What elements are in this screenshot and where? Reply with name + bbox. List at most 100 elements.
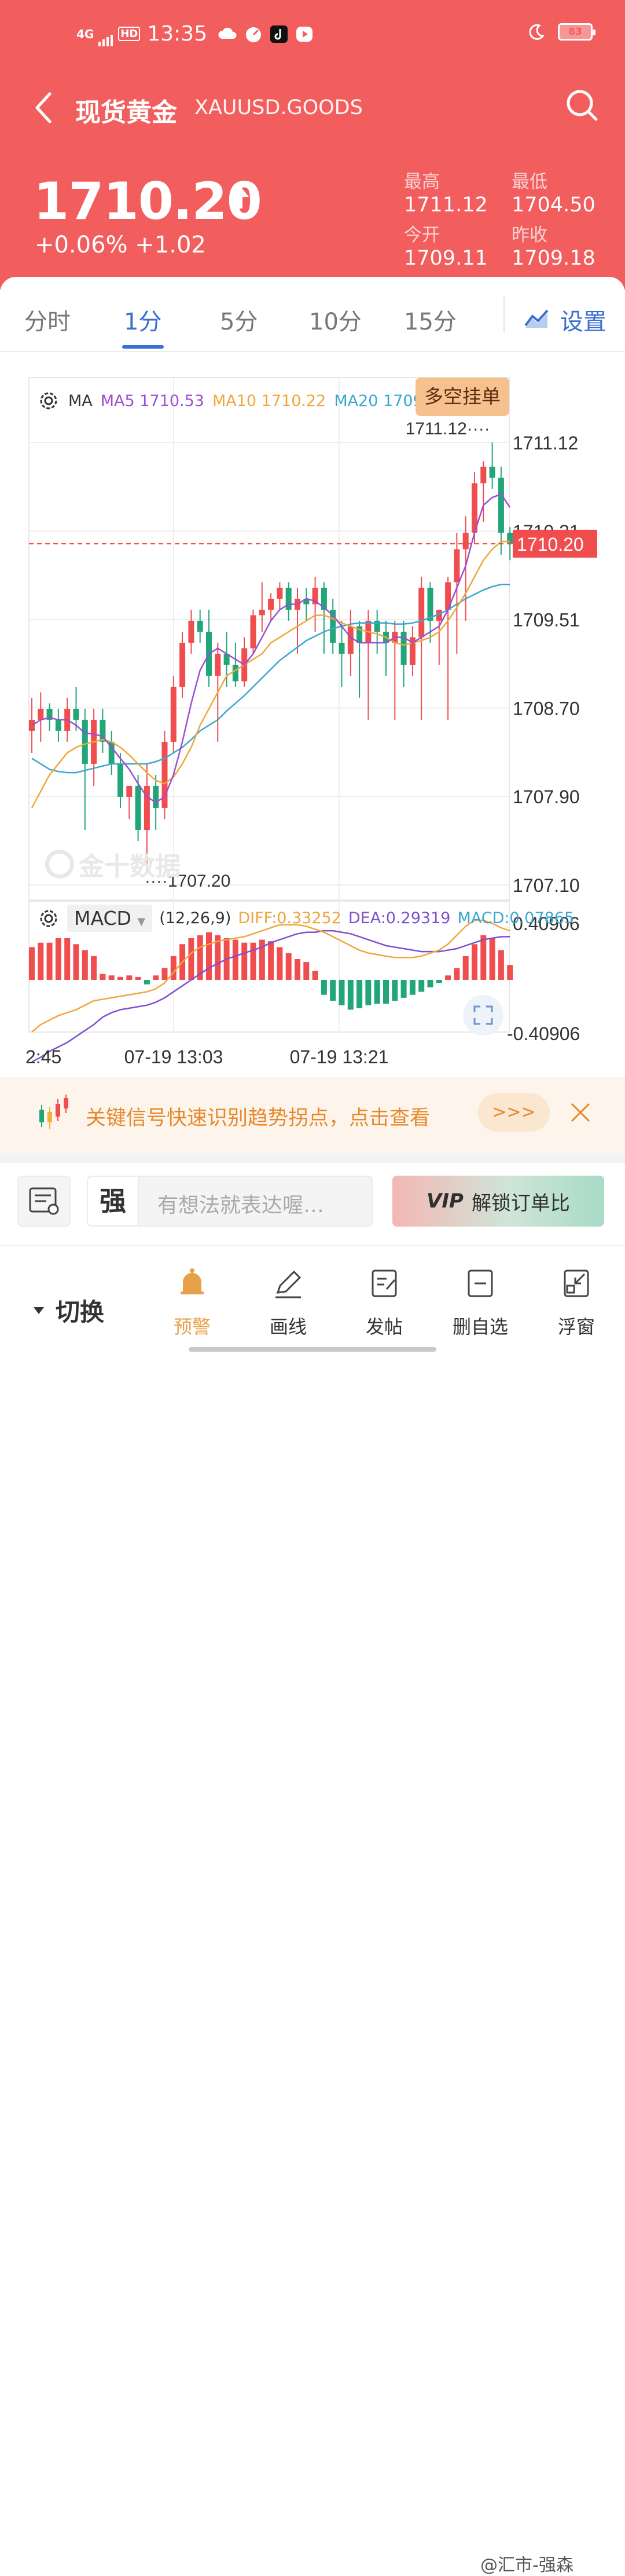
macd-bar bbox=[295, 959, 300, 980]
avatar: 强 bbox=[88, 1177, 139, 1225]
watermark-text: 金十数据 bbox=[79, 852, 181, 881]
candle-body bbox=[135, 785, 141, 830]
search-icon[interactable] bbox=[564, 87, 601, 124]
macd-diff: DIFF:0.33252 bbox=[238, 909, 341, 927]
macd-bar bbox=[303, 962, 310, 980]
y-tick-label: 1711.12 bbox=[513, 433, 578, 453]
draw-line-label: 画线 bbox=[269, 1316, 307, 1338]
tab-1min[interactable]: 1分 bbox=[124, 309, 162, 335]
candle-body bbox=[188, 620, 194, 643]
macd-bar bbox=[259, 939, 265, 980]
tab-divider bbox=[503, 295, 505, 332]
comment-placeholder: 有想法就表达喔… bbox=[157, 1194, 325, 1217]
network-indicator: 4G bbox=[76, 27, 94, 41]
candle-body bbox=[100, 719, 106, 742]
macd-bar bbox=[29, 947, 35, 980]
float-window-button[interactable]: 浮窗 bbox=[542, 1266, 611, 1339]
tab-10min[interactable]: 10分 bbox=[309, 309, 362, 335]
vip-unlock-label: 解锁订单比 bbox=[471, 1191, 570, 1215]
current-price: 1710.20 bbox=[34, 171, 262, 231]
remove-watchlist-label: 删自选 bbox=[452, 1316, 508, 1338]
chart-trend-icon bbox=[524, 309, 549, 328]
macd-bar bbox=[498, 950, 504, 980]
macd-bar bbox=[445, 975, 451, 980]
macd-bar bbox=[507, 965, 513, 980]
candle-body bbox=[347, 626, 354, 654]
close-icon[interactable] bbox=[567, 1099, 594, 1126]
macd-value: MACD:0.07865 bbox=[457, 909, 575, 927]
switch-button[interactable]: 切换 bbox=[34, 1293, 104, 1328]
macd-gear-icon[interactable] bbox=[37, 907, 60, 930]
vip-unlock-button[interactable]: VIP 解锁订单比 bbox=[392, 1176, 604, 1227]
signal-more-button[interactable]: >>> bbox=[478, 1093, 550, 1132]
comment-input[interactable]: 强 有想法就表达喔… bbox=[87, 1176, 373, 1227]
tab-timeshare[interactable]: 分时 bbox=[24, 309, 71, 335]
current-price-tag bbox=[513, 529, 597, 558]
macd-bar bbox=[489, 938, 495, 980]
macd-bar bbox=[400, 980, 407, 998]
candle-body bbox=[161, 741, 168, 808]
fullscreen-button[interactable] bbox=[463, 995, 503, 1035]
candle-body bbox=[277, 587, 283, 599]
notes-button[interactable] bbox=[17, 1176, 71, 1227]
x-tick-label: 07-19 13:03 bbox=[124, 1046, 223, 1066]
candle-body bbox=[436, 609, 442, 621]
post-label: 发帖 bbox=[365, 1316, 403, 1338]
moon-icon bbox=[529, 24, 545, 40]
macd-bar bbox=[392, 980, 398, 1001]
candle-body bbox=[321, 587, 327, 610]
section-gap bbox=[0, 1154, 625, 1163]
tiktok-icon bbox=[270, 25, 288, 43]
back-icon[interactable] bbox=[30, 90, 59, 125]
symbol-code: XAUUSD.GOODS bbox=[194, 96, 363, 119]
macd-bar bbox=[418, 980, 425, 992]
candle-body bbox=[285, 587, 292, 610]
kline-chart[interactable]: 1711.121710.311709.511708.701707.901707.… bbox=[0, 371, 625, 1066]
expand-icon bbox=[473, 1005, 493, 1025]
price-pane-frame bbox=[28, 377, 510, 902]
candle-body bbox=[356, 626, 363, 643]
home-indicator[interactable] bbox=[189, 1347, 436, 1352]
battery-indicator: 83 bbox=[558, 23, 595, 41]
macd-diff-line bbox=[31, 919, 510, 1033]
candle-body bbox=[507, 532, 513, 544]
candle-body bbox=[259, 609, 265, 616]
macd-bar bbox=[347, 980, 354, 1010]
macd-bar bbox=[64, 938, 71, 980]
candle-body bbox=[38, 708, 44, 720]
y-tick-label: 1708.70 bbox=[513, 698, 580, 719]
macd-bar bbox=[144, 980, 150, 985]
candle-body bbox=[374, 620, 380, 632]
tab-5min[interactable]: 5分 bbox=[220, 309, 258, 335]
post-button[interactable]: 发帖 bbox=[350, 1266, 419, 1339]
macd-bar bbox=[170, 956, 177, 980]
remove-watchlist-button[interactable]: 删自选 bbox=[446, 1266, 515, 1339]
macd-bar bbox=[339, 980, 345, 1005]
watermark-credit: @汇市-强森 bbox=[480, 2555, 573, 2575]
tab-15min[interactable]: 15分 bbox=[404, 309, 457, 335]
chart-settings-button[interactable]: 设置 bbox=[524, 303, 606, 336]
alert-button[interactable]: 预警 bbox=[157, 1266, 227, 1339]
macd-bar bbox=[312, 971, 318, 980]
macd-bar bbox=[250, 942, 256, 980]
up-arrow-icon bbox=[230, 185, 249, 208]
ma10-line bbox=[31, 540, 510, 808]
stat-low-label: 最低 bbox=[512, 171, 547, 192]
macd-bar bbox=[161, 968, 168, 980]
candle-body bbox=[409, 637, 416, 665]
candle-body bbox=[330, 609, 336, 643]
signal-icon bbox=[98, 28, 113, 46]
stat-open-label: 今开 bbox=[404, 225, 440, 246]
macd-tick-top: 0.40906 bbox=[513, 913, 580, 934]
long-short-orders-button[interactable]: 多空挂单 bbox=[416, 378, 509, 416]
draw-line-button[interactable]: 画线 bbox=[253, 1266, 323, 1339]
bell-icon bbox=[181, 1268, 204, 1294]
y-tick-label: 1709.51 bbox=[513, 610, 580, 631]
indicator-select[interactable]: MACD ▼ bbox=[67, 905, 153, 932]
candle-body bbox=[339, 642, 345, 654]
macd-bar bbox=[38, 942, 44, 980]
candle-body bbox=[117, 763, 123, 797]
signal-banner[interactable]: 关键信号快速识别趋势拐点，点击查看 >>> bbox=[0, 1077, 625, 1154]
gear-icon[interactable] bbox=[37, 389, 60, 412]
signal-text: 关键信号快速识别趋势拐点，点击查看 bbox=[86, 1107, 431, 1130]
